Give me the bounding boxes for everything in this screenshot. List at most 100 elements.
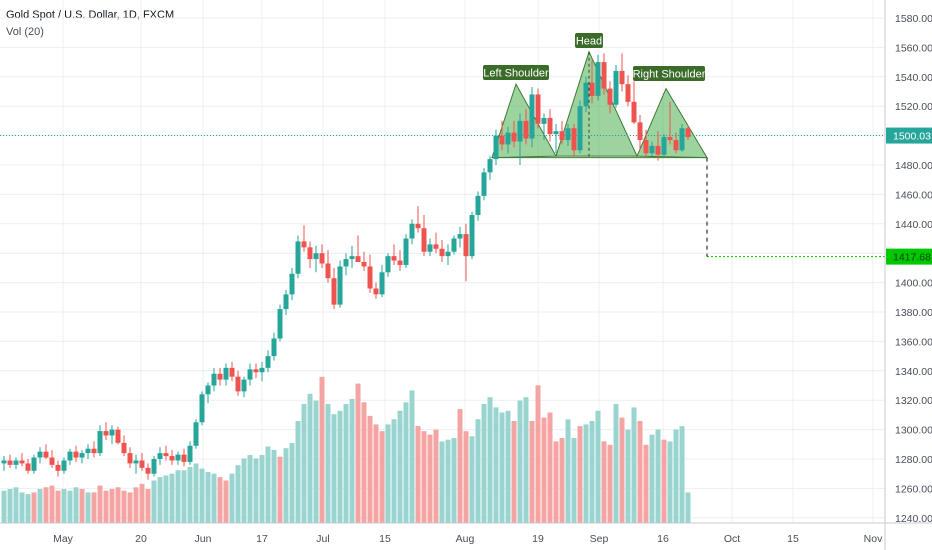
target-price-label: 1417.68 xyxy=(893,252,931,264)
candle-body xyxy=(241,379,247,392)
volume-bar xyxy=(553,441,559,523)
candle-body xyxy=(409,223,415,239)
volume-bar xyxy=(577,426,583,523)
candle-body xyxy=(337,266,343,305)
volume-bar xyxy=(31,492,37,523)
price-tick-label: 1540.00 xyxy=(895,72,932,84)
candle-body xyxy=(307,247,313,260)
volume-bar xyxy=(547,412,553,523)
volume-bar xyxy=(619,417,625,523)
volume-bar xyxy=(289,443,295,523)
volume-bar xyxy=(589,421,595,523)
volume-bar xyxy=(685,492,691,523)
volume-bar xyxy=(487,397,493,523)
volume-bar xyxy=(109,489,115,523)
candle-body xyxy=(19,460,25,464)
candle-body xyxy=(415,223,421,229)
volume-bar xyxy=(175,470,181,523)
volume-bar xyxy=(253,458,259,523)
candle-body xyxy=(607,88,613,105)
price-tick-label: 1300.00 xyxy=(895,425,932,437)
volume-bar xyxy=(313,400,319,523)
volume-bar xyxy=(661,439,667,523)
candle-body xyxy=(457,234,463,239)
candle-body xyxy=(679,128,685,151)
candle-body xyxy=(343,259,349,267)
candle-body xyxy=(517,120,523,142)
volume-bar xyxy=(343,404,349,523)
candle-body xyxy=(361,262,367,267)
volume-bar xyxy=(19,492,25,523)
volume-bar xyxy=(1,490,7,523)
candle-body xyxy=(325,263,331,279)
candle-body xyxy=(73,451,79,458)
candle-body xyxy=(499,135,505,145)
candle-body xyxy=(25,463,31,471)
volume-bar xyxy=(7,489,13,523)
volume-bar xyxy=(523,397,529,523)
candle-body xyxy=(649,145,655,154)
candle-body xyxy=(331,278,337,305)
volume-bar xyxy=(283,448,289,523)
volume-bar xyxy=(355,383,361,523)
volume-bar xyxy=(325,404,331,523)
volume-bar xyxy=(607,444,613,523)
right-shoulder-label-bg xyxy=(633,66,705,81)
candle-body xyxy=(385,256,391,273)
candle-body xyxy=(31,457,37,471)
volume-bar xyxy=(637,421,643,523)
candle-body xyxy=(181,454,187,462)
candle-body xyxy=(13,460,19,465)
volume-bar xyxy=(301,404,307,523)
candle-body xyxy=(463,234,469,257)
current-price-label: 1500.03 xyxy=(893,131,931,143)
candle-body xyxy=(109,429,115,436)
candle-body xyxy=(475,195,481,215)
volume-bar xyxy=(151,480,157,523)
price-tick-label: 1480.00 xyxy=(895,160,932,172)
candle-body xyxy=(175,454,181,461)
volume-bar xyxy=(625,429,631,523)
volume-bar xyxy=(271,449,277,523)
volume-bar xyxy=(517,400,523,523)
time-tick-label: Oct xyxy=(724,533,740,545)
candle-body xyxy=(121,442,127,454)
volume-bar xyxy=(79,489,85,523)
candle-body xyxy=(511,132,517,142)
candle-body xyxy=(127,453,133,464)
volume-bar xyxy=(403,402,409,523)
volume-bar xyxy=(73,487,79,523)
candle-body xyxy=(319,253,325,264)
volume-bar xyxy=(91,492,97,523)
candle-body xyxy=(451,238,457,252)
candle-body xyxy=(535,94,541,124)
volume-bar xyxy=(421,431,427,523)
time-tick-label: 16 xyxy=(657,533,669,545)
volume-bar xyxy=(229,473,235,523)
candle-body xyxy=(439,248,445,257)
candle-body xyxy=(433,244,439,249)
time-tick-label: 19 xyxy=(532,533,544,545)
price-tick-label: 1400.00 xyxy=(895,278,932,290)
candle-body xyxy=(571,128,577,151)
volume-bar xyxy=(145,489,151,523)
candle-body xyxy=(79,453,85,458)
candle-body xyxy=(547,117,553,135)
candle-body xyxy=(223,367,229,380)
volume-bar xyxy=(493,407,499,523)
volume-bar xyxy=(511,421,517,523)
candle-body xyxy=(103,431,109,436)
candle-body xyxy=(481,172,487,196)
candle-body xyxy=(601,62,607,89)
candle-body xyxy=(211,373,217,386)
volume-bar xyxy=(541,417,547,523)
volume-bar xyxy=(307,393,313,523)
volume-bar xyxy=(217,477,223,523)
candle-body xyxy=(313,253,319,260)
volume-bar xyxy=(481,404,487,523)
candle-body xyxy=(505,132,511,145)
candle-body xyxy=(487,159,493,173)
volume-bar xyxy=(613,404,619,523)
candle-body xyxy=(217,373,223,380)
